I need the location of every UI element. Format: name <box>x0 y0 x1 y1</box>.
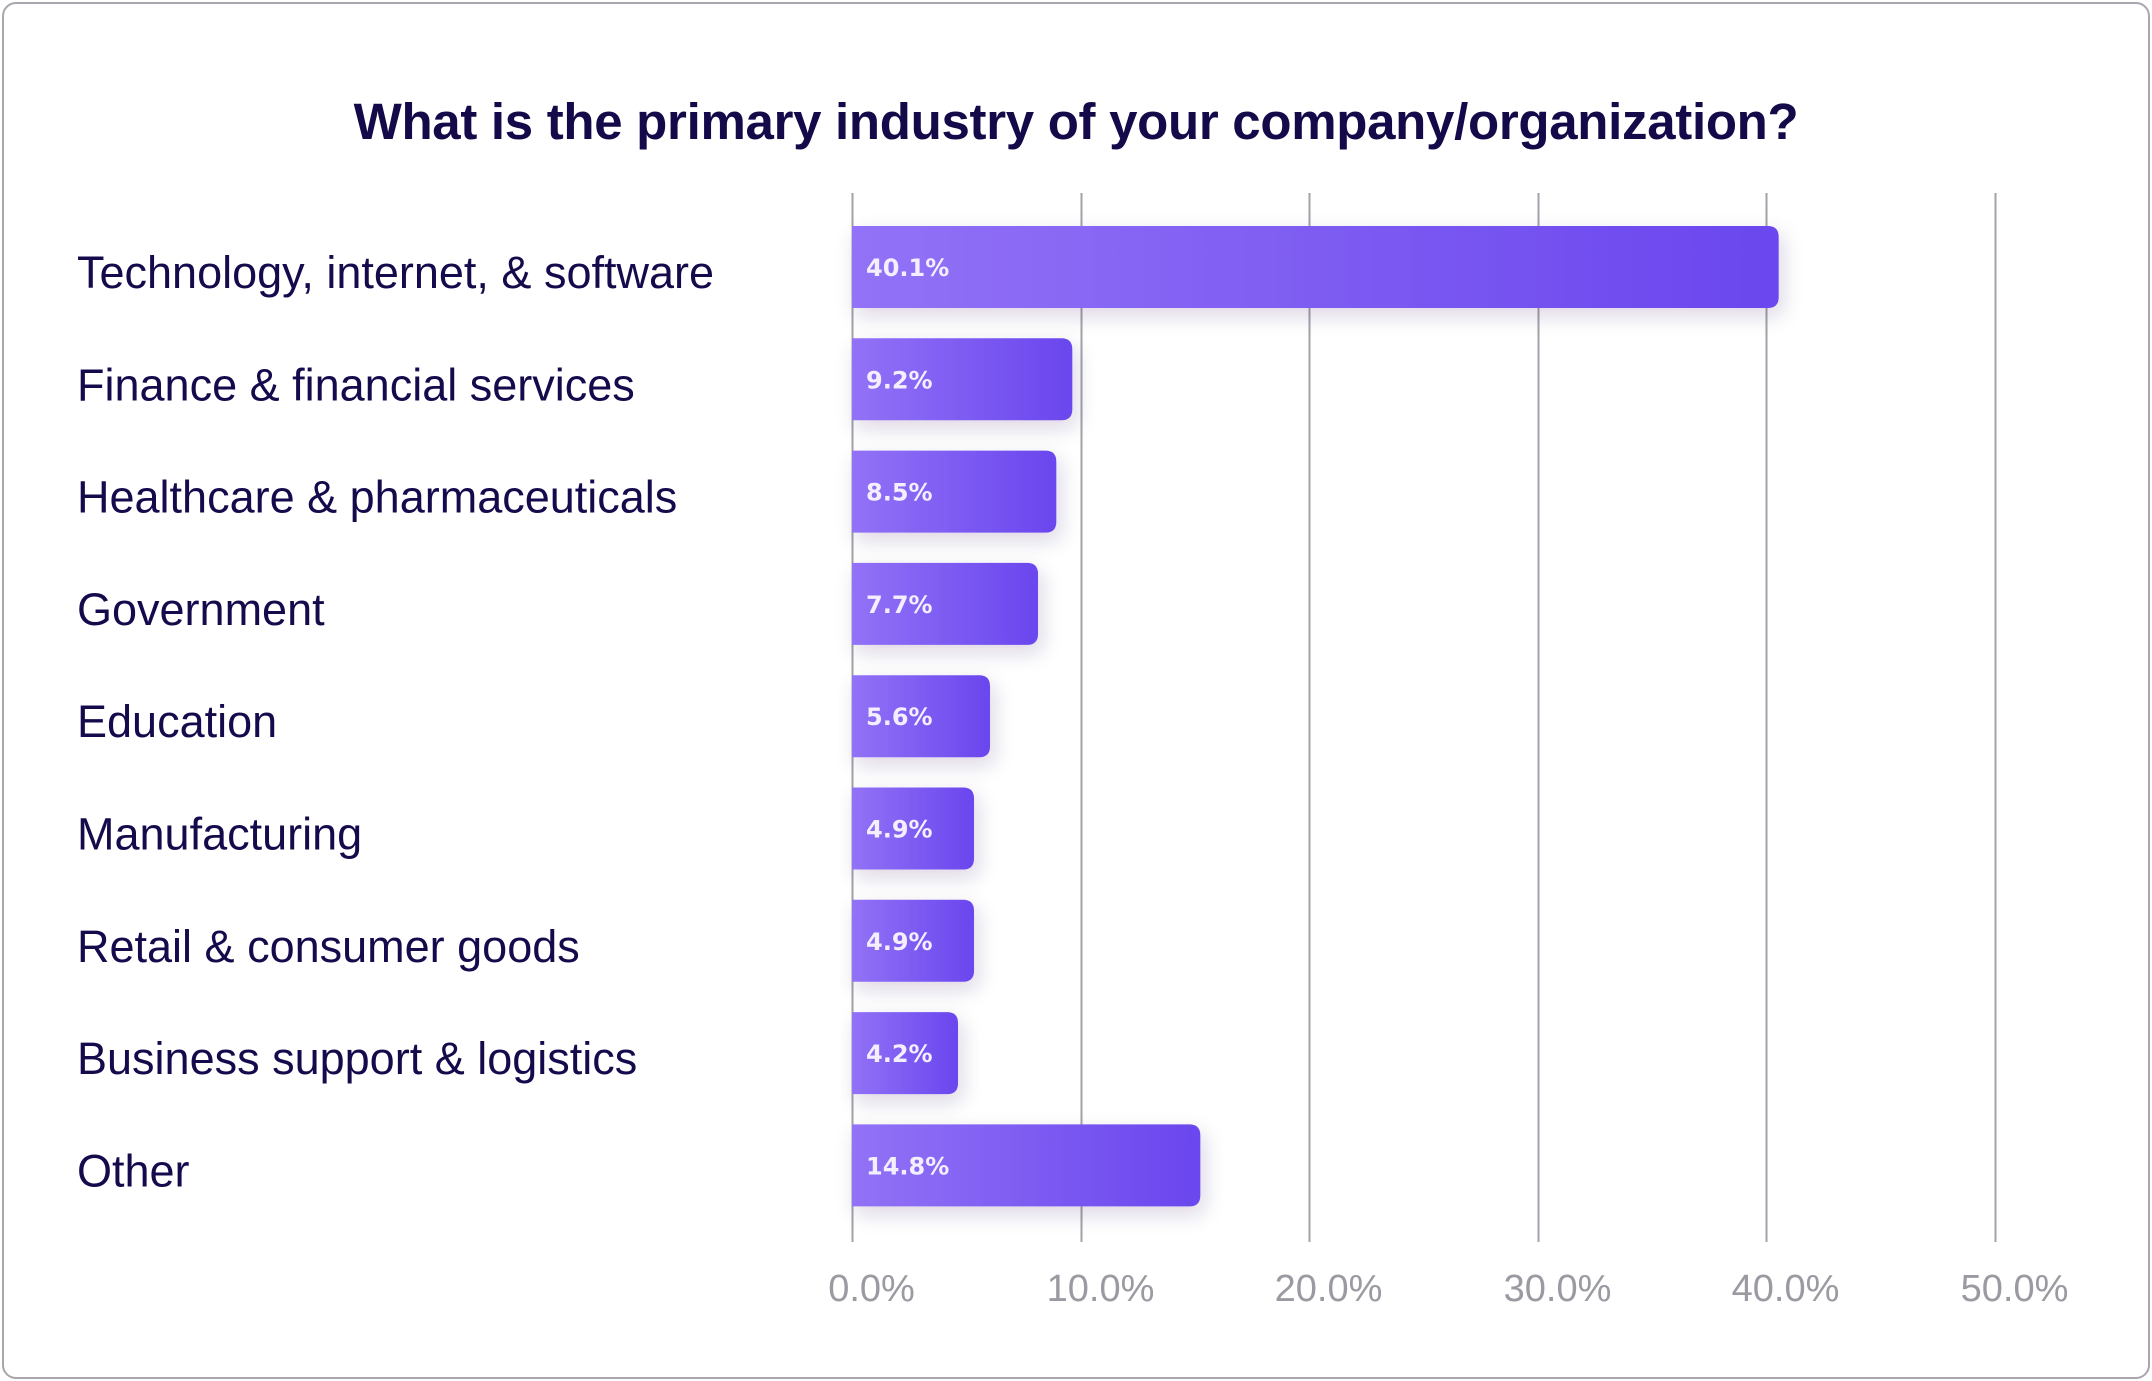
category-label: Business support & logistics <box>77 1033 637 1084</box>
value-label: 5.6% <box>866 703 933 731</box>
bar <box>852 338 1073 421</box>
value-label: 14.8% <box>866 1152 949 1180</box>
x-tick-label: 40.0% <box>1732 1268 1840 1310</box>
value-label: 4.9% <box>866 816 933 844</box>
category-label: Manufacturing <box>77 809 362 860</box>
category-label: Government <box>77 584 325 635</box>
category-label: Education <box>77 696 277 747</box>
bar <box>852 226 1779 308</box>
bar <box>852 675 991 758</box>
category-label: Technology, internet, & software <box>77 247 714 298</box>
value-label: 9.2% <box>866 366 933 394</box>
x-tick-label: 30.0% <box>1504 1268 1612 1310</box>
value-label: 40.1% <box>866 254 949 282</box>
chart-title: What is the primary industry of your com… <box>353 93 1799 150</box>
value-label: 4.9% <box>866 928 933 956</box>
x-tick-label: 10.0% <box>1047 1268 1155 1310</box>
row-separators <box>80 305 832 1207</box>
category-label: Finance & financial services <box>77 359 635 410</box>
value-label: 8.5% <box>866 479 933 507</box>
value-label: 4.2% <box>866 1040 933 1068</box>
bar <box>852 450 1057 533</box>
bar <box>852 1012 959 1095</box>
category-label: Retail & consumer goods <box>77 921 580 972</box>
x-axis-ticks: 0.0% 10.0% 20.0% 30.0% 40.0% 50.0% <box>828 1268 2068 1310</box>
bars: 40.1% 9.2% 8.5% 7.7% 5.6% 4.9% 4.9% 4.2% 14.8% <box>852 226 1779 1207</box>
x-tick-label: 50.0% <box>1961 1268 2069 1310</box>
gridlines <box>851 193 1997 1242</box>
x-tick-label: 0.0% <box>828 1268 915 1310</box>
category-label: Other <box>77 1145 190 1196</box>
bar <box>852 1124 1201 1207</box>
value-label: 7.7% <box>866 591 933 619</box>
bar <box>852 899 975 982</box>
category-labels: Technology, internet, & software Finance … <box>77 247 714 1196</box>
bar <box>852 787 975 870</box>
category-label: Healthcare & pharmaceuticals <box>77 472 677 523</box>
bar <box>852 562 1039 645</box>
x-tick-label: 20.0% <box>1275 1268 1383 1310</box>
